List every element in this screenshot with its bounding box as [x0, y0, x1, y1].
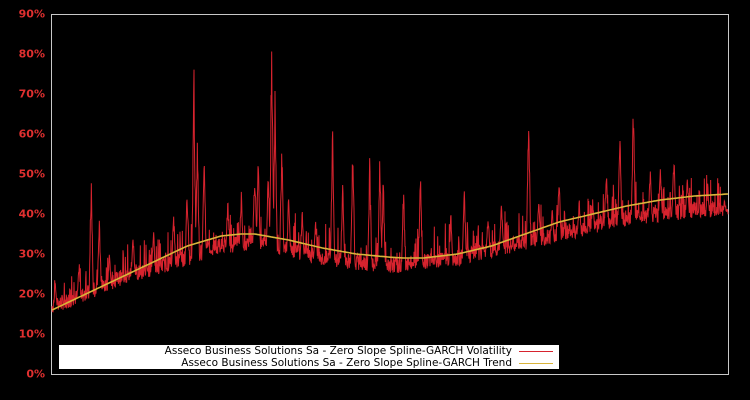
- y-tick-label: 50%: [18, 167, 45, 181]
- chart-legend: Asseco Business Solutions Sa - Zero Slop…: [59, 345, 559, 369]
- y-tick-label: 70%: [18, 87, 45, 101]
- y-tick-label: 10%: [18, 327, 45, 341]
- legend-label: Asseco Business Solutions Sa - Zero Slop…: [181, 357, 512, 369]
- volatility-line: [51, 51, 729, 313]
- y-tick-label: 60%: [18, 127, 45, 141]
- legend-swatch-volatility: [519, 350, 553, 352]
- trend-series: [51, 193, 729, 311]
- legend-label: Asseco Business Solutions Sa - Zero Slop…: [164, 345, 512, 357]
- legend-item-volatility: Asseco Business Solutions Sa - Zero Slop…: [165, 345, 553, 357]
- y-tick-label: 40%: [18, 207, 45, 221]
- volatility-series: [51, 51, 729, 313]
- y-tick-label: 80%: [18, 47, 45, 61]
- y-tick-label: 0%: [26, 367, 45, 381]
- y-tick-label: 30%: [18, 247, 45, 261]
- y-tick-label: 90%: [18, 7, 45, 21]
- y-tick-label: 20%: [18, 287, 45, 301]
- plot-frame: [51, 14, 729, 375]
- legend-item-trend: Asseco Business Solutions Sa - Zero Slop…: [181, 357, 553, 369]
- legend-swatch-trend: [519, 362, 553, 364]
